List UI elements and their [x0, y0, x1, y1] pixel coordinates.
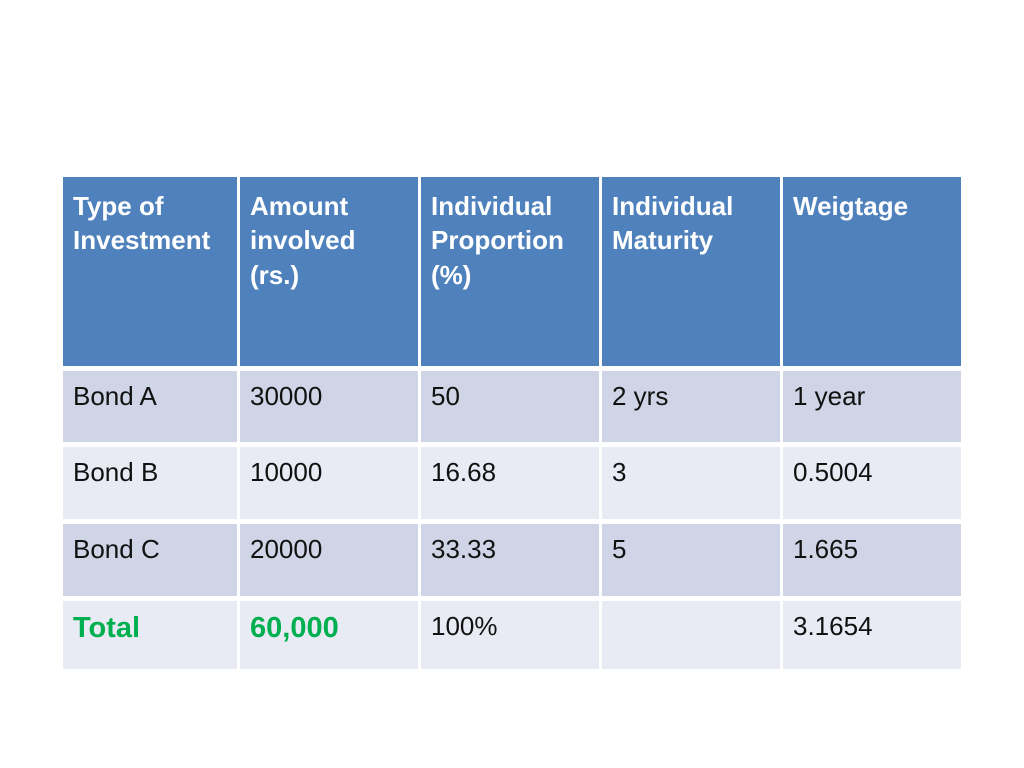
cell-total-maturity — [602, 601, 780, 669]
cell-bond-a-proportion: 50 — [421, 371, 599, 442]
cell-bond-c-maturity: 5 — [602, 524, 780, 596]
cell-bond-b-weightage: 0.5004 — [783, 447, 961, 519]
cell-bond-a-name: Bond A — [63, 371, 237, 442]
cell-bond-c-amount: 20000 — [240, 524, 418, 596]
header-cell-individual-proportion: Individual Proportion (%) — [421, 177, 599, 366]
cell-bond-b-proportion: 16.68 — [421, 447, 599, 519]
cell-total-amount: 60,000 — [240, 601, 418, 669]
header-cell-weightage: Weigtage — [783, 177, 961, 366]
cell-bond-a-amount: 30000 — [240, 371, 418, 442]
cell-bond-a-weightage: 1 year — [783, 371, 961, 442]
header-cell-individual-maturity: Individual Maturity — [602, 177, 780, 366]
cell-bond-b-amount: 10000 — [240, 447, 418, 519]
header-cell-amount-involved: Amount involved (rs.) — [240, 177, 418, 366]
cell-bond-c-name: Bond C — [63, 524, 237, 596]
cell-total-proportion: 100% — [421, 601, 599, 669]
cell-bond-c-weightage: 1.665 — [783, 524, 961, 596]
cell-bond-a-maturity: 2 yrs — [602, 371, 780, 442]
cell-bond-c-proportion: 33.33 — [421, 524, 599, 596]
cell-total-weightage: 3.1654 — [783, 601, 961, 669]
header-cell-type-of-investment: Type of Investment — [63, 177, 237, 366]
bond-table: Type of Investment Amount involved (rs.)… — [63, 177, 961, 669]
cell-total-label: Total — [63, 601, 237, 669]
cell-bond-b-name: Bond B — [63, 447, 237, 519]
cell-bond-b-maturity: 3 — [602, 447, 780, 519]
